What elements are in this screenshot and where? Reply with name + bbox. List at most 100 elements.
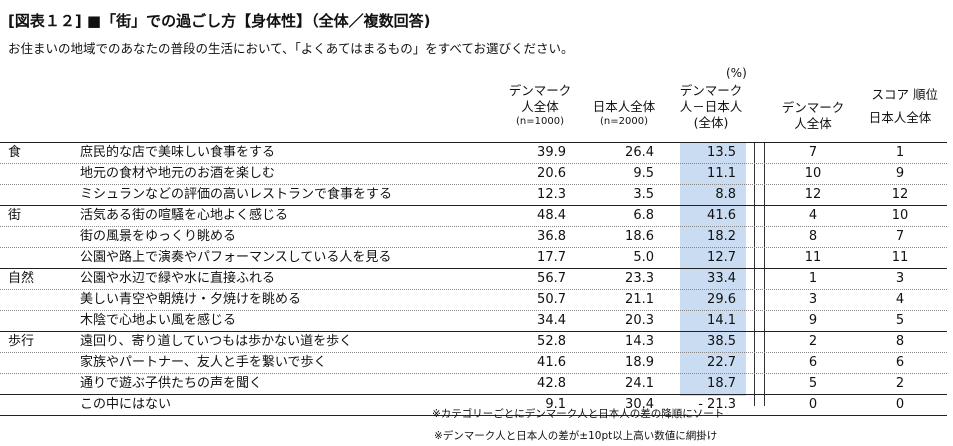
japan-value: 6.8 bbox=[633, 208, 654, 223]
rank-japan: 8 bbox=[895, 334, 905, 349]
japan-value: 21.1 bbox=[625, 292, 654, 307]
table-row: この中にはない 9.1 30.4 - 21.3 0 0 bbox=[0, 394, 947, 415]
rank-denmark: 8 bbox=[808, 229, 818, 244]
table-row: 街の風景をゆっくり眺める 36.8 18.6 18.2 8 7 bbox=[0, 226, 947, 247]
difference-value: 38.5 bbox=[707, 334, 736, 349]
row-divider bbox=[0, 289, 947, 290]
denmark-value: 42.8 bbox=[537, 376, 566, 391]
item-cell: 公園や水辺で緑や水に直接ふれる bbox=[80, 271, 276, 286]
row-divider bbox=[0, 247, 947, 248]
rank-denmark: 0 bbox=[808, 397, 818, 412]
item-cell: 街の風景をゆっくり眺める bbox=[80, 229, 237, 244]
item-cell: 家族やパートナー、友人と手を繋いで歩く bbox=[80, 355, 327, 370]
denmark-value: 12.3 bbox=[537, 187, 566, 202]
table-row: 木陰で心地よい風を感じる 34.4 20.3 14.1 9 5 bbox=[0, 310, 947, 331]
rank-japan: 6 bbox=[895, 355, 905, 370]
figure-title: [図表１２] ■「街」での過ごし方【身体性】（全体／複数回答) bbox=[8, 12, 431, 30]
item-cell: 活気ある街の喧騒を心地よく感じる bbox=[80, 208, 289, 223]
japan-value: 30.4 bbox=[625, 397, 654, 412]
header-denmark-line1: デンマーク bbox=[508, 83, 572, 98]
denmark-value: 9.1 bbox=[545, 397, 566, 412]
japan-value: 18.9 bbox=[625, 355, 654, 370]
category-cell bbox=[8, 394, 68, 415]
difference-value: 12.7 bbox=[707, 250, 736, 265]
rank-denmark: 3 bbox=[808, 292, 818, 307]
difference-value: 11.1 bbox=[707, 166, 736, 181]
rank-japan: 11 bbox=[891, 250, 909, 265]
row-divider bbox=[0, 268, 947, 269]
denmark-value: 34.4 bbox=[537, 313, 566, 328]
denmark-value: 20.6 bbox=[537, 166, 566, 181]
rank-denmark: 10 bbox=[804, 166, 822, 181]
table-row: 公園や路上で演奏やパフォーマンスしている人を見る 17.7 5.0 12.7 11 11 bbox=[0, 247, 947, 268]
table-row: 食 庶民的な店で美味しい食事をする 39.9 26.4 13.5 7 1 bbox=[0, 142, 947, 163]
row-divider bbox=[0, 394, 947, 395]
header-difference-line3: (全体) bbox=[693, 115, 729, 130]
denmark-value: 41.6 bbox=[537, 355, 566, 370]
category-cell: 食 bbox=[8, 145, 22, 160]
header-rank-denmark: デンマーク 人全体 bbox=[768, 100, 858, 132]
difference-value: 18.7 bbox=[707, 376, 736, 391]
difference-value: 13.5 bbox=[707, 145, 736, 160]
header-difference-line2: 人－日本人 bbox=[679, 99, 743, 114]
table-row: ミシュランなどの評価の高いレストランで食事をする 12.3 3.5 8.8 12 12 bbox=[0, 184, 947, 205]
japan-value: 26.4 bbox=[625, 145, 654, 160]
header-denmark: デンマーク 人全体 (n=1000) bbox=[500, 83, 580, 129]
item-cell: この中にはない bbox=[80, 397, 172, 412]
row-divider bbox=[0, 184, 947, 185]
category-cell: 自然 bbox=[8, 271, 35, 286]
difference-value: 18.2 bbox=[707, 229, 736, 244]
row-divider bbox=[0, 310, 947, 311]
category-cell: 街 bbox=[8, 208, 22, 223]
header-difference: デンマーク 人－日本人 (全体) bbox=[668, 83, 754, 131]
denmark-value: 50.7 bbox=[537, 292, 566, 307]
column-divider-right bbox=[764, 142, 765, 406]
table-row: 歩行 遠回り、寄り道していつもは歩かない道を歩く 52.8 14.3 38.5 2 8 bbox=[0, 331, 947, 352]
header-denmark-line2: 人全体 bbox=[521, 99, 559, 114]
category-cell bbox=[8, 352, 68, 373]
difference-value: 22.7 bbox=[707, 355, 736, 370]
japan-value: 24.1 bbox=[625, 376, 654, 391]
item-cell: 木陰で心地よい風を感じる bbox=[80, 313, 237, 328]
difference-value: 14.1 bbox=[707, 313, 736, 328]
rank-denmark: 4 bbox=[808, 208, 818, 223]
question-text: お住まいの地域でのあなたの普段の生活において、「よくあてはまるもの」をすべてお選… bbox=[8, 41, 574, 56]
japan-value: 18.6 bbox=[625, 229, 654, 244]
rank-denmark: 5 bbox=[808, 376, 818, 391]
category-cell bbox=[8, 163, 68, 184]
denmark-value: 48.4 bbox=[537, 208, 566, 223]
difference-value: 33.4 bbox=[707, 271, 736, 286]
item-cell: 地元の食材や地元のお酒を楽しむ bbox=[80, 166, 276, 181]
rank-denmark: 2 bbox=[808, 334, 818, 349]
category-cell bbox=[8, 184, 68, 205]
rank-denmark: 1 bbox=[808, 271, 818, 286]
header-rank-denmark-line1: デンマーク bbox=[781, 100, 845, 115]
japan-value: 3.5 bbox=[633, 187, 654, 202]
japan-value: 20.3 bbox=[625, 313, 654, 328]
table-row: 通りで遊ぶ子供たちの声を聞く 42.8 24.1 18.7 5 2 bbox=[0, 373, 947, 394]
rank-japan: 7 bbox=[895, 229, 905, 244]
header-score-rank: スコア 順位 bbox=[871, 87, 938, 102]
rank-japan: 9 bbox=[895, 166, 905, 181]
header-japan-n: (n=2000) bbox=[600, 116, 648, 127]
row-divider bbox=[0, 373, 947, 374]
item-cell: 美しい青空や朝焼け・夕焼けを眺める bbox=[80, 292, 302, 307]
note-shading: ※デンマーク人と日本人の差が±10pt以上高い数値に網掛け bbox=[434, 430, 718, 442]
item-cell: 遠回り、寄り道していつもは歩かない道を歩く bbox=[80, 334, 353, 349]
rank-denmark: 11 bbox=[804, 250, 822, 265]
denmark-value: 39.9 bbox=[537, 145, 566, 160]
row-divider bbox=[0, 142, 947, 143]
rank-japan: 3 bbox=[895, 271, 905, 286]
rank-japan: 10 bbox=[891, 208, 909, 223]
denmark-value: 52.8 bbox=[537, 334, 566, 349]
rank-denmark: 9 bbox=[808, 313, 818, 328]
rank-denmark: 7 bbox=[808, 145, 818, 160]
japan-value: 14.3 bbox=[625, 334, 654, 349]
rank-japan: 4 bbox=[895, 292, 905, 307]
header-difference-line1: デンマーク bbox=[679, 83, 743, 98]
denmark-value: 36.8 bbox=[537, 229, 566, 244]
category-cell bbox=[8, 289, 68, 310]
table-row: 地元の食材や地元のお酒を楽しむ 20.6 9.5 11.1 10 9 bbox=[0, 163, 947, 184]
rank-japan: 1 bbox=[895, 145, 905, 160]
